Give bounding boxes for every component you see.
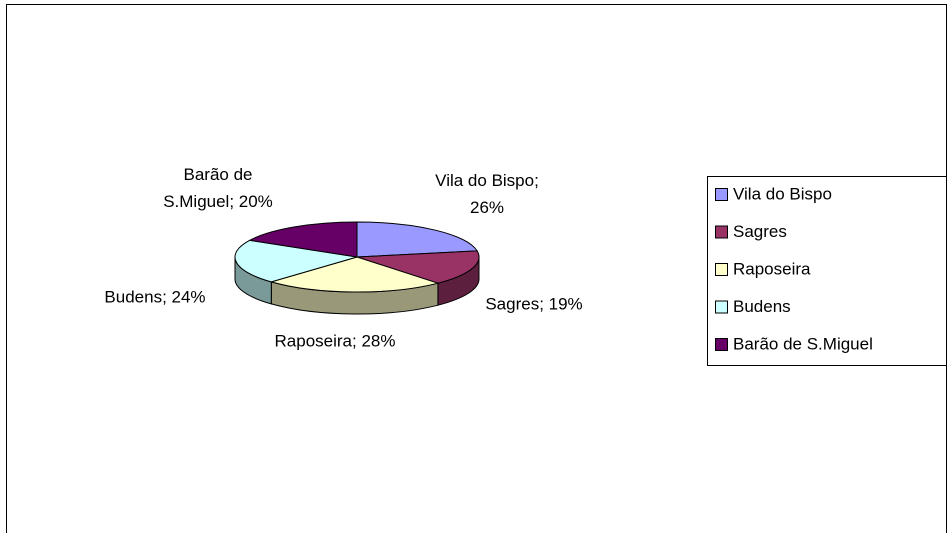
legend-swatch [715,338,728,351]
legend-label: Barão de S.Miguel [733,334,873,353]
pie-slice [269,256,440,293]
pie-slice [356,250,480,284]
legend-swatch [715,225,728,239]
data-label: Budens; 24% [104,287,206,307]
legend-box [707,176,947,366]
data-label: Barão de S.Miguel; 20% [163,165,273,211]
legend-swatch [715,188,728,201]
data-label: Raposeira; 28% [274,331,396,351]
data-label: Sagres; 19% [485,294,583,314]
pie-slice [356,221,479,258]
legend-label: Vila do Bispo [733,184,832,203]
legend-swatch [715,263,728,276]
pie-slice [248,221,358,258]
legend-label: Budens [733,297,791,316]
legend-swatch [715,300,728,314]
legend-label: Raposeira [733,259,811,278]
legend-label: Sagres [733,222,787,241]
pie-slice [234,239,358,283]
data-label: Vila do Bispo; 26% [435,171,539,217]
